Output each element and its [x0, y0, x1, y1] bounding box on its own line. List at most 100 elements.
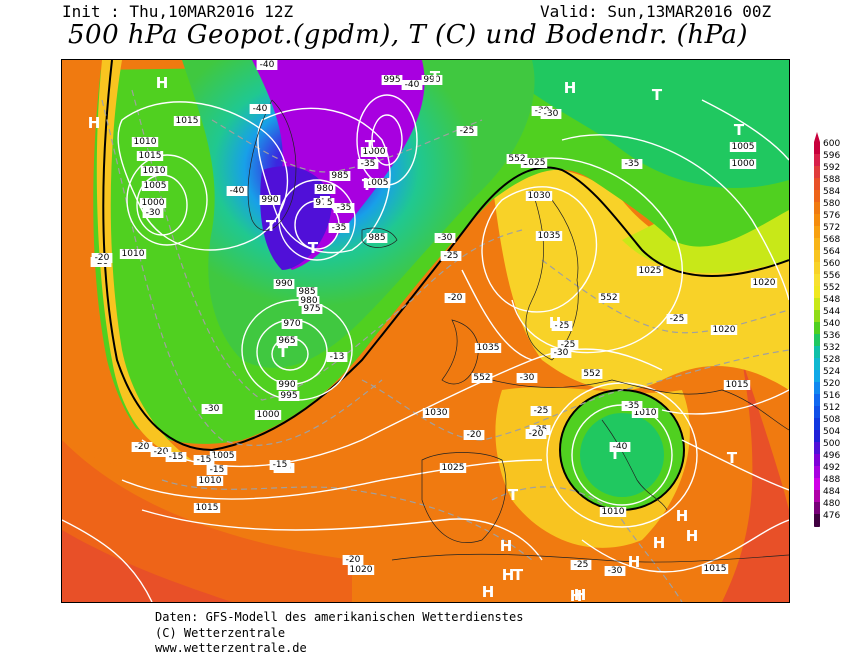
temperature-label-bg: [142, 208, 164, 218]
center-label: T: [320, 193, 331, 211]
temperature-label: -40: [260, 60, 275, 70]
coast-italy: [601, 419, 668, 511]
pressure-label-bg: [296, 287, 318, 297]
pressure-label-bg: [141, 181, 169, 191]
center-label: T: [610, 445, 621, 463]
pressure-label: 965: [278, 336, 295, 346]
pressure-label-bg: [723, 380, 751, 390]
pressure-label-bg: [636, 266, 664, 276]
pressure-label-bg: [381, 75, 403, 85]
legend-label: 520: [823, 379, 840, 389]
pressure-label: 990: [275, 279, 292, 289]
isotherm-5: [541, 259, 789, 334]
temperature-label: -30: [205, 404, 220, 414]
temperature-label-bg: [609, 442, 631, 452]
pressure-label-bg: [598, 293, 620, 303]
pressure-label-bg: [506, 154, 528, 164]
pressure-label-bg: [471, 373, 493, 383]
legend-label: 512: [823, 403, 840, 413]
pressure-label-bg: [520, 158, 548, 168]
legend-bottom-arrow: [814, 526, 820, 534]
pressure-label: 985: [331, 171, 348, 181]
legend-label: 540: [823, 319, 840, 329]
weather-map: 1015 995 990 1000 1005 1010 1015 1010 1005 1000 98…: [61, 59, 790, 603]
pressure-label: 1010: [122, 249, 145, 259]
temperature-label-bg: [357, 159, 379, 169]
pressure-label: 1030: [528, 191, 551, 201]
isobar-16: [511, 157, 683, 354]
temperature-label: -40: [613, 442, 628, 452]
center-label: H: [156, 74, 169, 92]
pressure-label: 1010: [199, 476, 222, 486]
legend-swatch: [814, 454, 820, 466]
temperature-label-bg: [249, 104, 271, 114]
temperature-label: -15: [210, 465, 225, 475]
legend-label: 564: [823, 247, 840, 257]
legend-swatch: [814, 166, 820, 178]
temperature-label-bg: [342, 555, 364, 565]
temperature-label-bg: [540, 109, 562, 119]
legend-swatch: [814, 430, 820, 442]
center-label: H: [686, 527, 699, 545]
temperature-label-bg: [666, 314, 688, 324]
temperature-label-layer: -40-40-40-40-30-30-35-35-35-35-30-30-30-…: [90, 60, 688, 576]
pressure-label: 995: [280, 391, 297, 401]
legend-swatch: [814, 478, 820, 490]
pressure-label: 1010: [634, 408, 657, 418]
isobar-22: [681, 439, 789, 491]
legend-label: 568: [823, 235, 840, 245]
pressure-label: 1005: [732, 142, 755, 152]
coast-scandinavia: [525, 189, 579, 361]
legend-label: 492: [823, 463, 840, 473]
pressure-label: 1015: [704, 564, 727, 574]
temperature-label-bg: [91, 253, 113, 263]
legend-label: 504: [823, 427, 840, 437]
pressure-label: 995: [383, 75, 400, 85]
pressure-label-bg: [347, 565, 375, 575]
legend-swatch: [814, 466, 820, 478]
temperature-label-bg: [570, 560, 592, 570]
pressure-label-bg: [366, 233, 388, 243]
coast-iceland: [361, 227, 398, 248]
temperature-label: -20: [448, 293, 463, 303]
temperature-label: -35: [332, 223, 347, 233]
pressure-label-bg: [535, 231, 563, 241]
isobar-18: [701, 99, 789, 161]
pressure-label-bg: [273, 279, 295, 289]
pressure-label-bg: [259, 195, 281, 205]
coast-europe: [491, 379, 789, 431]
pressure-label-bg: [314, 184, 336, 194]
center-label: T: [513, 566, 524, 584]
temperature-label: -25: [460, 126, 475, 136]
legend-label: 596: [823, 151, 840, 161]
pressure-label: 1000: [363, 147, 386, 157]
isobar-17: [561, 134, 789, 301]
pressure-label: 1000: [142, 198, 165, 208]
temperature-label-bg: [456, 126, 478, 136]
legend-swatch: [814, 238, 820, 250]
isotherm-4: [161, 479, 533, 561]
pressure-label: 1020: [753, 278, 776, 288]
legend-swatch: [814, 310, 820, 322]
legend-swatch: [814, 202, 820, 214]
temperature-label: -30: [146, 208, 161, 218]
pressure-label: 552: [600, 293, 617, 303]
legend-swatch: [814, 178, 820, 190]
legend-swatch: [814, 286, 820, 298]
center-label: T: [508, 486, 519, 504]
pressure-label-bg: [329, 171, 351, 181]
temperature-label: -13: [330, 352, 345, 362]
temperature-label-bg: [401, 80, 423, 90]
temperature-label: -40: [253, 104, 268, 114]
legend-label: 560: [823, 259, 840, 269]
legend-label: 524: [823, 367, 840, 377]
pressure-label-bg: [631, 408, 659, 418]
pressure-label-bg: [196, 476, 224, 486]
footer-copyright: (C) Wetterzentrale: [155, 626, 286, 640]
center-label: H: [500, 537, 513, 555]
center-label: H: [676, 507, 689, 525]
legend-label: 528: [823, 355, 840, 365]
pressure-label: 1015: [139, 151, 162, 161]
temperature-label-bg: [131, 442, 153, 452]
